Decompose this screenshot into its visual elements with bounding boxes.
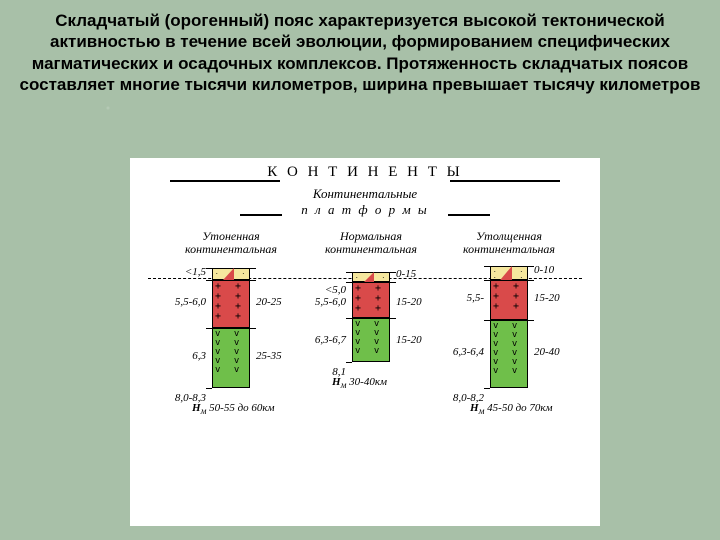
density-label: 5,5- bbox=[467, 292, 484, 304]
column-header: Нормальнаяконтинентальная bbox=[312, 230, 430, 255]
thickness-label: 15-20 bbox=[396, 334, 422, 346]
thickness-label: 0-10 bbox=[534, 264, 554, 276]
density-label: 6,3-6,4 bbox=[453, 346, 484, 358]
layer-green: v v v vv v v vv v v vv v v vv v v v bbox=[212, 328, 250, 388]
layer-red: + + + ++ + + ++ + + + bbox=[490, 280, 528, 320]
column-header: Утолщеннаяконтинентальная bbox=[450, 230, 568, 255]
density-label: 6,3-6,7 bbox=[315, 334, 346, 346]
layer-red: + + + ++ + + ++ + + ++ + + + bbox=[212, 280, 250, 328]
density-label: 6,3 bbox=[192, 350, 206, 362]
density-label: <1,5 bbox=[185, 266, 206, 278]
density-label: <5,0 bbox=[325, 284, 346, 296]
moho-label: Нм 45-50 до 70км bbox=[470, 402, 553, 416]
thickness-label: 20-40 bbox=[534, 346, 560, 358]
thickness-label: 0-15 bbox=[396, 268, 416, 280]
density-label: 5,5-6,0 bbox=[175, 296, 206, 308]
connector-line bbox=[448, 214, 490, 216]
thickness-label: 15-20 bbox=[396, 296, 422, 308]
layer-green: v v v vv v v vv v v vv v v vv v v vv v v… bbox=[490, 320, 528, 388]
thickness-label: 15-20 bbox=[534, 292, 560, 304]
col3: Утолщеннаяконтинентальная. . . . . . . .… bbox=[490, 158, 528, 518]
thickness-label: 25-35 bbox=[256, 350, 282, 362]
col1: Утоненнаяконтинентальная. . . . . . . ..… bbox=[212, 158, 250, 518]
moho-label: Нм 30-40км bbox=[332, 376, 387, 390]
density-label: 5,5-6,0 bbox=[315, 296, 346, 308]
crust-diagram: К О Н Т И Н Е Н Т Ы Континентальные п л … bbox=[130, 158, 600, 526]
layer-red: + + + ++ + + ++ + + + bbox=[352, 282, 390, 318]
column-header: Утоненнаяконтинентальная bbox=[172, 230, 290, 255]
layer-green: v v v vv v v vv v v vv v v v bbox=[352, 318, 390, 362]
col2: Нормальнаяконтинентальная. . . . . . . .… bbox=[352, 158, 390, 518]
moho-label: Нм 50-55 до 60км bbox=[192, 402, 275, 416]
thickness-label: 20-25 bbox=[256, 296, 282, 308]
page-title: Складчатый (орогенный) пояс характеризуе… bbox=[0, 0, 720, 101]
